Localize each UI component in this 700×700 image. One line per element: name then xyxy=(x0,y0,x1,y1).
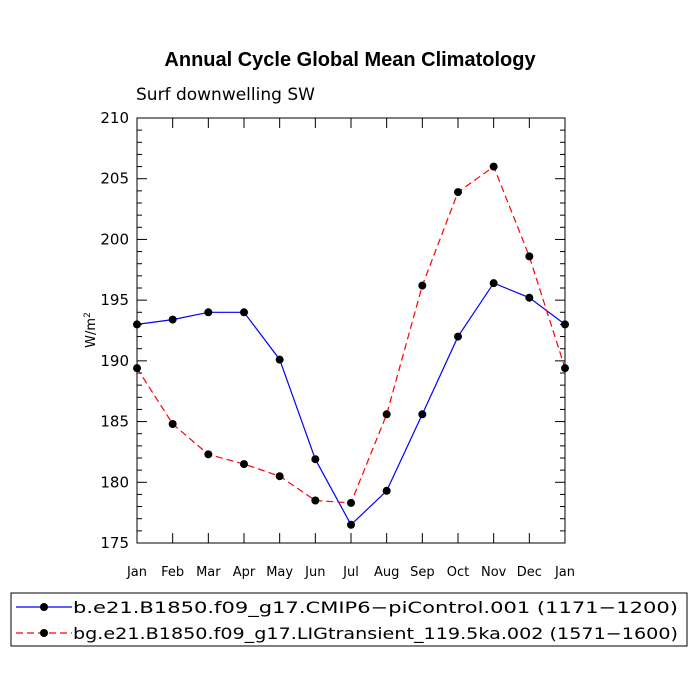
series-1-point xyxy=(489,279,498,288)
y-tick-label: 185 xyxy=(100,413,129,431)
x-tick-label: Jan xyxy=(554,565,575,580)
series-2-point xyxy=(240,460,248,469)
series-2-point xyxy=(347,498,355,507)
series-2-point xyxy=(168,420,177,428)
series-2-point xyxy=(454,188,462,197)
x-tick-label: Feb xyxy=(161,565,184,580)
series-2-point xyxy=(561,364,569,373)
legend-marker-1 xyxy=(40,603,48,611)
y-tick-label: 175 xyxy=(100,534,129,552)
series-1-point xyxy=(275,355,284,364)
series-2-point xyxy=(275,472,284,481)
x-tick-label: May xyxy=(266,565,293,580)
series-markers xyxy=(133,162,569,529)
series-1-point xyxy=(204,308,213,317)
series-1-point xyxy=(133,320,141,329)
plot-frame xyxy=(136,117,566,544)
x-tick-label: Dec xyxy=(517,565,542,580)
x-tick-label: Aug xyxy=(374,565,399,580)
chart-title: Annual Cycle Global Mean Climatology xyxy=(164,49,536,71)
x-tick-label: Jun xyxy=(304,565,325,580)
series-1-point xyxy=(168,315,177,324)
x-tick-label: Jan xyxy=(126,565,147,580)
series-2-point xyxy=(204,450,213,459)
plot-area: 175 180 185 190 195 200 205 210 Jan Feb Mar Apr May… xyxy=(100,109,575,580)
series-1-point xyxy=(382,486,391,495)
series-1-point xyxy=(311,455,320,464)
series-line-1 xyxy=(136,282,566,526)
series-lines xyxy=(136,165,566,526)
series-1-point xyxy=(525,293,534,302)
series-1-point xyxy=(240,308,248,317)
x-tick-label: Sep xyxy=(410,565,435,580)
y-tick-label: 180 xyxy=(100,473,129,491)
x-tick-label: Nov xyxy=(481,565,507,580)
chart-subtitle: Surf downwelling SW xyxy=(136,85,315,105)
y-tick-label: 205 xyxy=(100,170,129,188)
legend-label-1: b.e21.B1850.f09_g17.CMIP6−piControl.001 … xyxy=(73,598,678,618)
series-1-point xyxy=(561,320,569,329)
series-1-point xyxy=(418,410,427,419)
x-axis: Jan Feb Mar Apr May Jun Jul Aug Sep Oct Nov Dec Jan xyxy=(126,118,575,580)
series-2-point xyxy=(489,162,498,171)
y-axis: 175 180 185 190 195 200 205 210 xyxy=(100,109,565,552)
y-tick-label: 195 xyxy=(100,291,129,309)
y-tick-label: 200 xyxy=(100,230,129,248)
legend-marker-2 xyxy=(40,629,48,637)
series-2-point xyxy=(311,496,320,505)
legend-box xyxy=(10,592,688,647)
x-tick-label: Jul xyxy=(342,565,359,580)
series-1-point xyxy=(454,332,462,341)
series-2-point xyxy=(418,281,427,290)
y-tick-label: 210 xyxy=(100,109,129,127)
series-line-2 xyxy=(136,165,566,504)
y-axis-label: W/m2 xyxy=(83,312,99,348)
series-2-point xyxy=(133,364,141,373)
y-tick-label: 190 xyxy=(100,352,129,370)
series-2-point xyxy=(382,410,391,419)
series-2-point xyxy=(525,252,534,261)
legend: b.e21.B1850.f09_g17.CMIP6−piControl.001 … xyxy=(10,592,688,647)
x-tick-label: Oct xyxy=(447,565,469,580)
x-tick-label: Mar xyxy=(196,565,221,580)
x-tick-label: Apr xyxy=(233,565,256,580)
series-1-point xyxy=(347,520,355,529)
legend-label-2: bg.e21.B1850.f09_g17.LIGtransient_119.5k… xyxy=(73,624,678,644)
